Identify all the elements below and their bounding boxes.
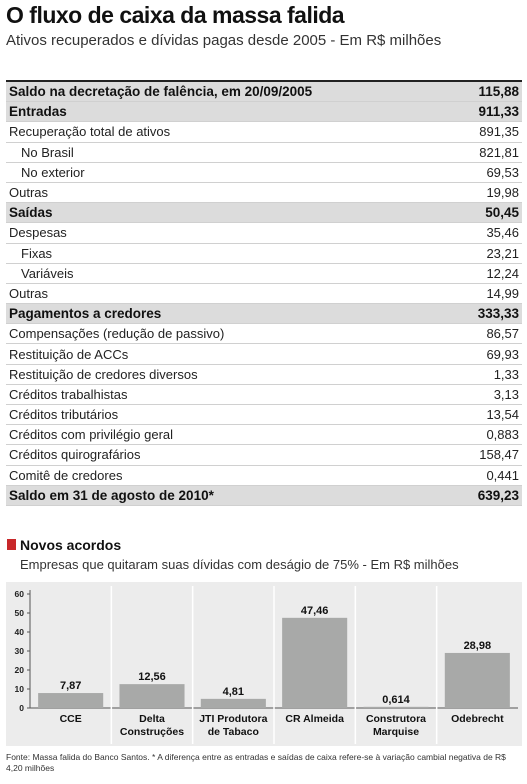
- table-row: Créditos com privilégio geral 0,883: [6, 425, 522, 446]
- table-row: Despesas 35,46: [6, 223, 522, 244]
- row-value: 0,441: [486, 467, 519, 483]
- title: O fluxo de caixa da massa falida: [6, 2, 345, 28]
- table-row: Recuperação total de ativos 891,35: [6, 122, 522, 143]
- row-value: 891,35: [479, 124, 519, 140]
- row-label: Créditos quirografários: [9, 447, 141, 463]
- table-row: No exterior 69,53: [6, 163, 522, 183]
- row-value: 115,88: [478, 84, 519, 100]
- row-value: 821,81: [479, 144, 519, 160]
- x-tick-label: Construtora Marquise: [365, 713, 427, 738]
- row-label: Restituição de ACCs: [9, 346, 129, 362]
- table-row: Créditos quirografários 158,47: [6, 445, 522, 466]
- row-value: 14,99: [486, 285, 519, 301]
- row-value: 86,57: [486, 326, 519, 342]
- table-row: Entradas 911,33: [6, 102, 522, 123]
- y-tick-label: 30: [15, 646, 25, 656]
- row-label: Outras: [9, 185, 49, 201]
- row-value: 911,33: [478, 104, 519, 120]
- row-label: No exterior: [21, 164, 85, 180]
- row-label: Créditos tributários: [9, 407, 119, 423]
- row-label: Fixas: [21, 245, 53, 261]
- row-label: Saídas: [9, 205, 53, 221]
- table-row: Saídas 50,45: [6, 203, 522, 224]
- row-value: 69,53: [486, 164, 519, 180]
- y-tick-label: 0: [19, 703, 24, 713]
- row-value: 69,93: [486, 346, 519, 362]
- row-label: Recuperação total de ativos: [9, 124, 171, 140]
- row-label: Variáveis: [21, 265, 74, 281]
- x-tick-label: CCE: [59, 713, 82, 725]
- value-label: 12,56: [138, 671, 166, 683]
- y-tick-label: 10: [15, 684, 25, 694]
- chart-subtitle: Empresas que quitaram suas dívidas com d…: [20, 557, 459, 572]
- table-row: Restituição de ACCs 69,93: [6, 344, 522, 365]
- row-label: No Brasil: [21, 144, 74, 160]
- table-row: Comitê de credores 0,441: [6, 466, 522, 486]
- row-value: 23,21: [486, 245, 519, 261]
- bar: [38, 693, 104, 708]
- x-tick-label: JTI Produtora de Tabaco: [199, 713, 268, 738]
- x-tick-label: CR Almeida: [285, 713, 344, 725]
- table-row: Outras 14,99: [6, 284, 522, 305]
- value-label: 28,98: [464, 640, 492, 652]
- row-label: Restituição de credores diversos: [9, 366, 198, 382]
- row-label: Entradas: [9, 104, 67, 120]
- row-value: 12,24: [486, 265, 519, 281]
- row-label: Comitê de credores: [9, 467, 123, 483]
- row-label: Outras: [9, 285, 49, 301]
- row-value: 3,13: [493, 386, 519, 402]
- row-value: 333,33: [477, 306, 519, 322]
- row-label: Saldo em 31 de agosto de 2010*: [9, 487, 214, 503]
- value-label: 47,46: [301, 605, 329, 617]
- row-value: 0,883: [486, 427, 519, 443]
- row-value: 13,54: [486, 407, 519, 423]
- row-value: 639,23: [477, 487, 519, 503]
- table-row: Créditos trabalhistas 3,13: [6, 385, 522, 405]
- chart-title: Novos acordos: [20, 537, 122, 553]
- row-value: 35,46: [486, 225, 519, 241]
- table-row: Saldo na decretação de falência, em 20/0…: [6, 82, 522, 103]
- x-tick-label: Delta Construções: [119, 713, 185, 738]
- row-label: Compensações (redução de passivo): [9, 326, 225, 342]
- bar: [282, 617, 348, 708]
- y-tick-label: 50: [15, 608, 25, 618]
- table-row: Créditos tributários 13,54: [6, 405, 522, 426]
- row-label: Despesas: [9, 225, 67, 241]
- subtitle: Ativos recuperados e dívidas pagas desde…: [6, 32, 442, 49]
- table-row: No Brasil 821,81: [6, 143, 522, 163]
- table-row: Saldo em 31 de agosto de 2010* 639,23: [6, 485, 522, 506]
- table-row: Variáveis 12,24: [6, 264, 522, 284]
- bar: [119, 684, 185, 708]
- row-value: 19,98: [486, 185, 519, 201]
- row-value: 50,45: [485, 205, 519, 221]
- y-tick-label: 40: [15, 627, 25, 637]
- section-marker: [7, 539, 16, 550]
- y-tick-label: 60: [15, 589, 25, 599]
- footnote: Fonte: Massa falida do Banco Santos. * A…: [6, 752, 506, 773]
- value-label: 0,614: [382, 694, 410, 706]
- y-tick-label: 20: [15, 665, 25, 675]
- value-label: 7,87: [60, 680, 81, 692]
- bar: [363, 706, 429, 708]
- bar: [200, 698, 266, 708]
- table-row: Compensações (redução de passivo) 86,57: [6, 324, 522, 345]
- row-label: Saldo na decretação de falência, em 20/0…: [9, 84, 313, 100]
- x-tick-label: Odebrecht: [451, 713, 504, 725]
- table-row: Pagamentos a credores 333,33: [6, 304, 522, 325]
- table-row: Restituição de credores diversos 1,33: [6, 365, 522, 385]
- table: Saldo na decretação de falência, em 20/0…: [6, 80, 522, 506]
- row-value: 158,47: [479, 447, 519, 463]
- table-row: Fixas 23,21: [6, 244, 522, 264]
- row-label: Créditos trabalhistas: [9, 386, 128, 402]
- bar: [444, 652, 510, 708]
- value-label: 4,81: [223, 686, 244, 698]
- row-label: Pagamentos a credores: [9, 306, 162, 322]
- table-row: Outras 19,98: [6, 183, 522, 204]
- row-label: Créditos com privilégio geral: [9, 427, 174, 443]
- row-value: 1,33: [493, 366, 519, 382]
